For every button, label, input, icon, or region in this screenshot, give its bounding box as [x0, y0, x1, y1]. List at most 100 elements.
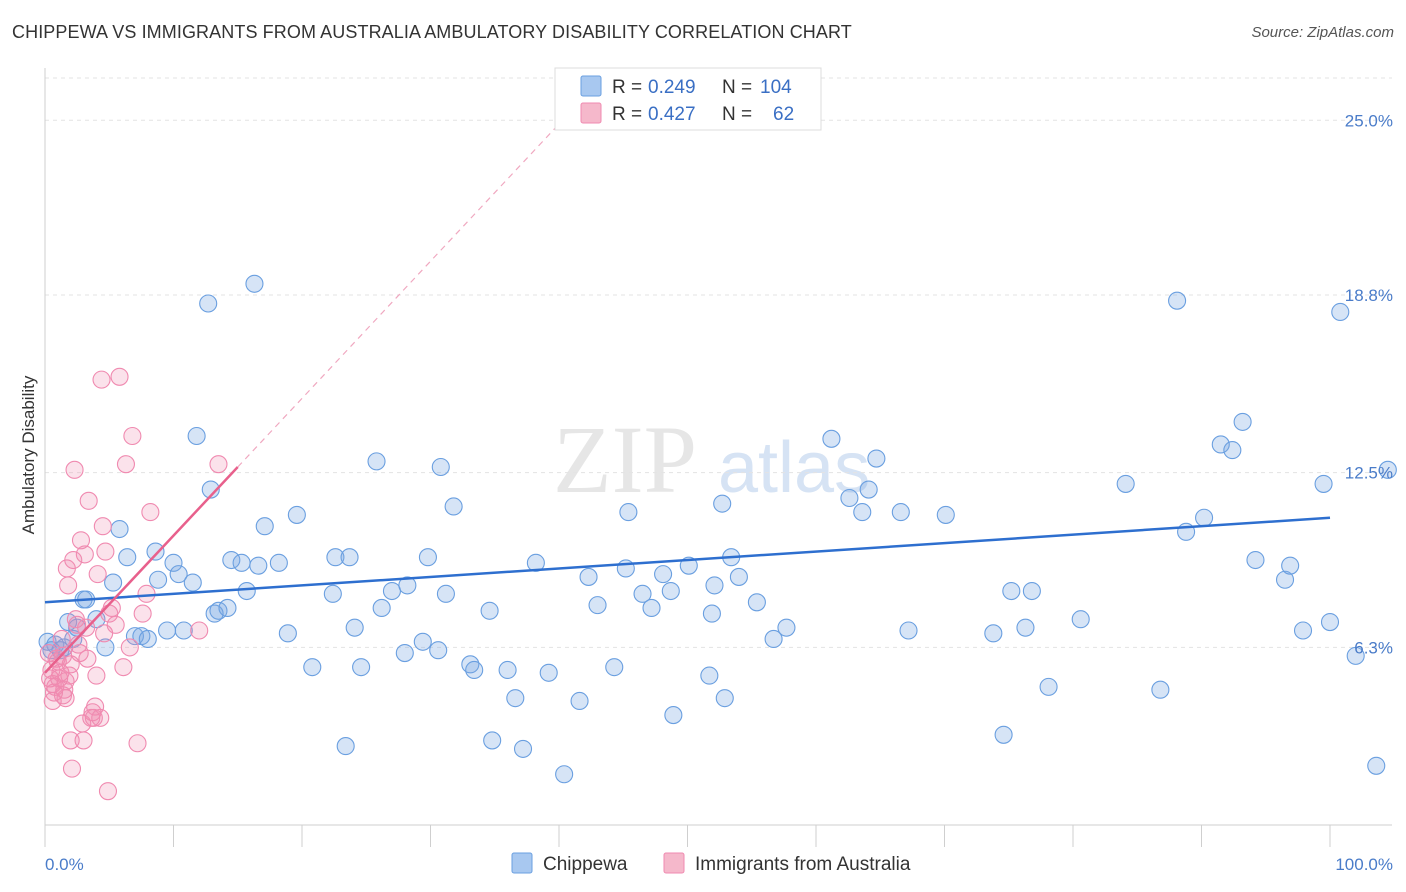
- point-chippewa: [436, 584, 455, 603]
- watermark-atlas: atlas: [718, 428, 870, 508]
- point-chippewa: [287, 505, 306, 524]
- point-australia: [137, 584, 156, 603]
- point-chippewa: [700, 666, 719, 685]
- y-tick-label: 12.5%: [1345, 464, 1393, 483]
- point-chippewa: [1314, 474, 1333, 493]
- point-chippewa: [1168, 291, 1187, 310]
- point-australia: [209, 455, 228, 474]
- point-chippewa: [326, 548, 345, 567]
- legend-swatch-chippewa: [580, 75, 602, 97]
- point-chippewa: [1211, 435, 1230, 454]
- point-australia: [96, 542, 115, 561]
- point-australia: [65, 460, 84, 479]
- point-australia: [93, 517, 112, 536]
- point-australia: [87, 666, 106, 685]
- point-chippewa: [713, 494, 732, 513]
- point-chippewa: [199, 294, 218, 313]
- point-chippewa: [413, 632, 432, 651]
- point-chippewa: [465, 660, 484, 680]
- point-chippewa: [1016, 618, 1035, 637]
- point-chippewa: [661, 581, 680, 601]
- point-chippewa: [605, 658, 624, 677]
- point-chippewa: [1039, 677, 1058, 696]
- point-chippewa: [1331, 302, 1350, 322]
- point-australia: [141, 503, 160, 522]
- point-chippewa: [729, 567, 748, 586]
- legend-n-label-1: N =: [722, 77, 752, 98]
- point-chippewa: [444, 497, 463, 516]
- point-australia: [102, 598, 121, 617]
- point-australia: [74, 731, 93, 750]
- point-chippewa: [1281, 556, 1300, 575]
- point-chippewa: [1022, 581, 1041, 601]
- point-chippewa: [372, 598, 391, 617]
- point-chippewa: [1367, 756, 1386, 775]
- point-australia: [86, 697, 105, 716]
- trend-extension-australia: [237, 123, 560, 468]
- point-chippewa: [367, 452, 386, 471]
- point-chippewa: [984, 624, 1003, 643]
- point-chippewa: [149, 570, 168, 589]
- point-chippewa: [702, 604, 721, 623]
- point-australia: [71, 531, 91, 550]
- point-chippewa: [382, 581, 402, 601]
- point-chippewa: [539, 663, 558, 682]
- point-australia: [78, 649, 97, 668]
- y-tick-label: 25.0%: [1345, 111, 1393, 130]
- point-chippewa: [398, 576, 417, 595]
- bottom-legend-swatch-chippewa: [511, 852, 533, 874]
- point-chippewa: [480, 601, 499, 620]
- point-chippewa: [104, 573, 123, 592]
- bottom-legend-label-australia: Immigrants from Australia: [695, 854, 911, 875]
- x-tick-label-min: 0.0%: [45, 855, 84, 874]
- point-australia: [61, 731, 80, 750]
- point-chippewa: [579, 567, 598, 586]
- point-chippewa: [237, 581, 256, 601]
- point-australia: [41, 669, 60, 688]
- point-australia: [133, 604, 152, 623]
- point-chippewa: [1320, 612, 1340, 632]
- top-legend: R = 0.249 N = 104 R = 0.427 N = 62: [554, 67, 822, 131]
- point-chippewa: [899, 621, 918, 640]
- point-chippewa: [183, 573, 202, 592]
- point-chippewa: [642, 598, 661, 617]
- legend-r-label-2: R =: [612, 104, 642, 125]
- point-australia: [98, 782, 118, 801]
- point-chippewa: [431, 457, 450, 477]
- trend-lines: [44, 123, 1331, 674]
- point-australia: [43, 691, 62, 711]
- point-chippewa: [222, 550, 241, 570]
- point-chippewa: [859, 480, 878, 499]
- point-chippewa: [323, 584, 342, 603]
- point-chippewa: [269, 553, 288, 572]
- point-australia: [56, 672, 75, 691]
- legend-swatch-australia: [580, 102, 602, 124]
- point-chippewa: [715, 689, 734, 708]
- point-chippewa: [867, 449, 886, 468]
- point-chippewa: [498, 660, 517, 680]
- point-chippewa: [513, 739, 533, 758]
- point-chippewa: [1151, 680, 1170, 699]
- point-chippewa: [278, 624, 297, 643]
- point-chippewa: [1195, 508, 1214, 527]
- point-chippewa: [418, 548, 437, 567]
- point-chippewa: [118, 548, 137, 567]
- point-australia: [88, 565, 107, 584]
- point-chippewa: [146, 542, 165, 561]
- point-chippewa: [395, 643, 414, 663]
- bottom-legend-swatch-australia: [663, 852, 685, 874]
- point-chippewa: [822, 429, 841, 448]
- point-australia: [61, 655, 80, 674]
- point-chippewa: [654, 565, 673, 584]
- point-chippewa: [187, 426, 206, 446]
- point-australia: [53, 686, 73, 705]
- point-australia: [120, 638, 139, 657]
- point-chippewa: [340, 548, 359, 567]
- point-chippewa: [232, 553, 251, 572]
- point-chippewa: [169, 565, 188, 584]
- point-australia: [123, 426, 142, 446]
- point-chippewa: [96, 638, 115, 657]
- point-chippewa: [777, 618, 796, 637]
- y-axis-label: Ambulatory Disability: [19, 375, 38, 534]
- point-australia: [75, 545, 94, 564]
